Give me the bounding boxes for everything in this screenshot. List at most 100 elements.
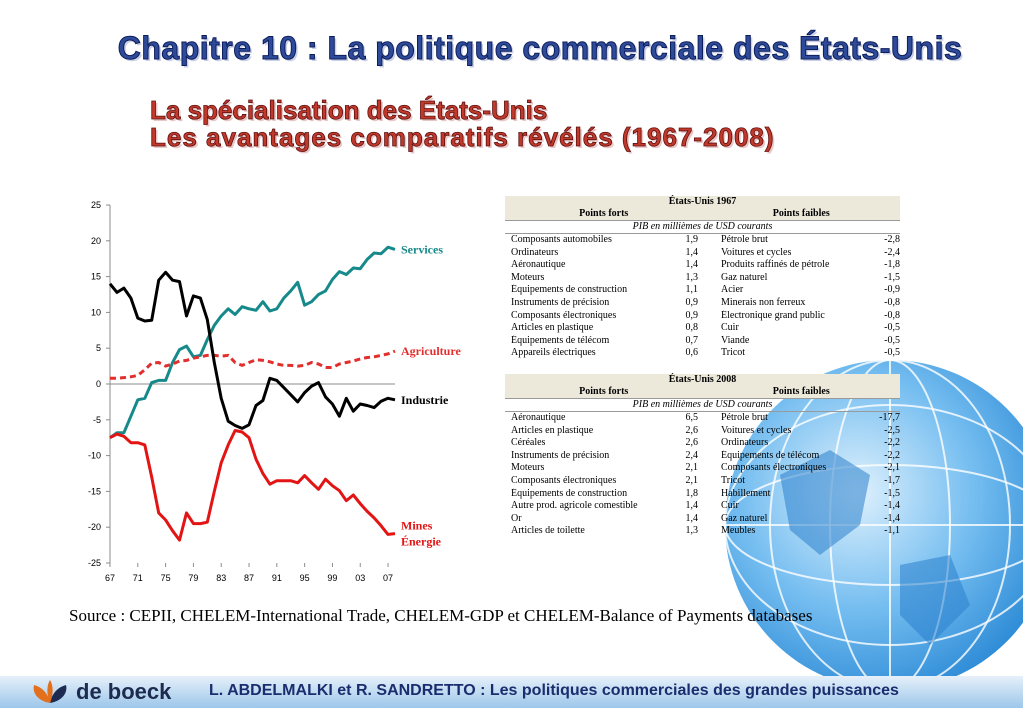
table-row: Articles en plastique 0,8 Cuir -0,5 [505,322,900,335]
y-tick-label: 0 [96,379,101,389]
weak-value: -1,4 [884,512,900,524]
weak-label: Équipements de télécom [721,449,820,461]
x-tick-label: 71 [133,573,143,583]
y-tick-label: -20 [88,522,101,532]
table-row: Composants électroniques 2,1 Tricot -1,7 [505,475,900,488]
strong-label: Articles en plastique [511,322,594,334]
table-row: Autre prod. agricole comestible 1,4 Cuir -1… [505,500,900,513]
strong-label: Composants électroniques [511,309,617,321]
strong-label: Instruments de précision [511,296,610,308]
weak-value: -2,4 [884,246,900,258]
table-row: Articles de toilette 1,3 Meubles -1,1 [505,525,900,538]
y-tick-label: 20 [91,236,101,246]
table-row: Or 1,4 Gaz naturel -1,4 [505,513,900,526]
strong-value: 1,3 [685,525,699,537]
strong-value: 0,6 [685,347,699,359]
strong-label: Appareils électriques [511,347,596,359]
x-tick-label: 87 [244,573,254,583]
strong-value: 1,4 [685,500,699,512]
table-row: Moteurs 2,1 Composants électroniques -2,1 [505,462,900,475]
table-row: Équipements de télécom 0,7 Viande -0,5 [505,335,900,348]
strong-label: Autre prod. agricole comestible [511,500,638,512]
col-points-forts: Points forts [579,386,629,397]
strong-label: Articles de toilette [511,525,585,537]
strong-label: Aéronautique [511,259,566,271]
series-line-agriculture [110,349,396,380]
y-tick-label: -10 [88,451,101,461]
strong-label: Équipements de construction [511,487,628,499]
series-label-line: Services [401,242,443,256]
strong-value: 2,6 [685,424,699,436]
x-tick-label: 99 [327,573,337,583]
table-row: Instruments de précision 2,4 Équipements d… [505,450,900,463]
strong-label: Aéronautique [511,412,566,423]
weak-label: Pétrole brut [721,412,768,423]
weak-value: -2,8 [884,234,900,245]
strong-label: Or [511,512,522,524]
logo-text: de boeck [76,679,172,704]
source-note: Source : CEPII, CHELEM-International Tra… [69,606,813,625]
y-tick-label: 25 [91,200,101,210]
strong-label: Composants électroniques [511,474,617,486]
table-row: Aéronautique 6,5 Pétrole brut -17,7 [505,412,900,425]
table-row: Moteurs 1,3 Gaz naturel -1,5 [505,272,900,285]
weak-value: -0,8 [884,309,900,321]
weak-label: Ordinateurs [721,437,769,449]
table-2008-body: Aéronautique 6,5 Pétrole brut -17,7 Articles… [505,412,900,538]
weak-value: -1,4 [884,500,900,512]
weak-value: -2,5 [884,424,900,436]
strong-value: 1,3 [685,271,699,283]
weak-label: Viande [721,334,750,346]
globe-decoration [724,359,1023,691]
y-tick-label: -25 [88,558,101,568]
weak-value: -0,9 [884,284,900,296]
strong-value: 1,1 [685,284,699,296]
table-row: Composants automobiles 1,9 Pétrole brut -2,… [505,234,900,247]
weak-label: Cuir [721,500,739,512]
table-row: Instruments de précision 0,9 Minerais non … [505,297,900,310]
weak-label: Voitures et cycles [721,246,792,258]
table-row: Aéronautique 1,4 Produits raffinés de pétr… [505,259,900,272]
strong-value: 2,1 [685,474,699,486]
strong-value: 1,4 [685,259,699,271]
weak-value: -1,8 [884,259,900,271]
series-label-line: Mines [401,519,433,533]
series-label-line: Agriculture [401,344,461,358]
table-row: Céréales 2,6 Ordinateurs -2,2 [505,437,900,450]
strong-value: 1,8 [685,487,699,499]
weak-value: -0,5 [884,322,900,334]
table-row: Appareils électriques 0,6 Tricot -0,5 [505,347,900,360]
series-label-line: Énergie [401,535,442,549]
series-label-line: Industrie [401,393,449,407]
table-1967-title: États-Unis 1967 [505,196,900,208]
col-points-faibles: Points faibles [772,208,830,219]
weak-label: Tricot [721,474,746,486]
strong-value: 0,9 [685,296,699,308]
strong-value: 6,5 [685,412,699,423]
weak-value: -2,1 [884,462,900,474]
strong-value: 2,4 [685,449,699,461]
slide-title: Chapitre 10 : La politique commerciale d… [117,30,963,67]
table-row: Composants électroniques 0,9 Électronique … [505,310,900,323]
x-tick-label: 79 [188,573,198,583]
series-line-industrie [108,270,396,430]
table-2008-headers: Points forts Points faibles [505,386,900,398]
strong-value: 1,9 [685,234,699,245]
weak-value: -1,5 [884,271,900,283]
strong-value: 1,4 [685,512,699,524]
table-row: Équipements de construction 1,1 Acier -0,9 [505,284,900,297]
x-tick-label: 91 [272,573,282,583]
x-tick-label: 03 [355,573,365,583]
strong-label: Équipements de construction [511,284,628,296]
footer-credit: L. ABDELMALKI et R. SANDRETTO : Les poli… [209,682,899,699]
x-tick-label: 95 [300,573,310,583]
weak-label: Gaz naturel [721,271,768,283]
strong-label: Moteurs [511,462,545,474]
footer-bar: de boeck L. ABDELMALKI et R. SANDRETTO :… [0,676,1023,708]
strong-value: 0,9 [685,309,699,321]
strong-label: Équipements de télécom [511,334,610,346]
col-points-faibles: Points faibles [772,386,830,397]
strong-value: 0,7 [685,334,699,346]
strong-value: 2,1 [685,462,699,474]
x-tick-label: 07 [383,573,393,583]
